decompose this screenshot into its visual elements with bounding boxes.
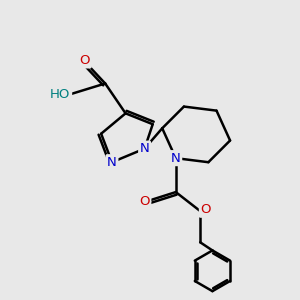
Text: O: O <box>139 195 150 208</box>
Text: N: N <box>171 152 181 165</box>
Text: N: N <box>107 156 117 169</box>
Text: HO: HO <box>50 88 70 101</box>
Text: O: O <box>80 54 90 67</box>
Text: O: O <box>200 203 211 216</box>
Text: N: N <box>140 142 149 155</box>
